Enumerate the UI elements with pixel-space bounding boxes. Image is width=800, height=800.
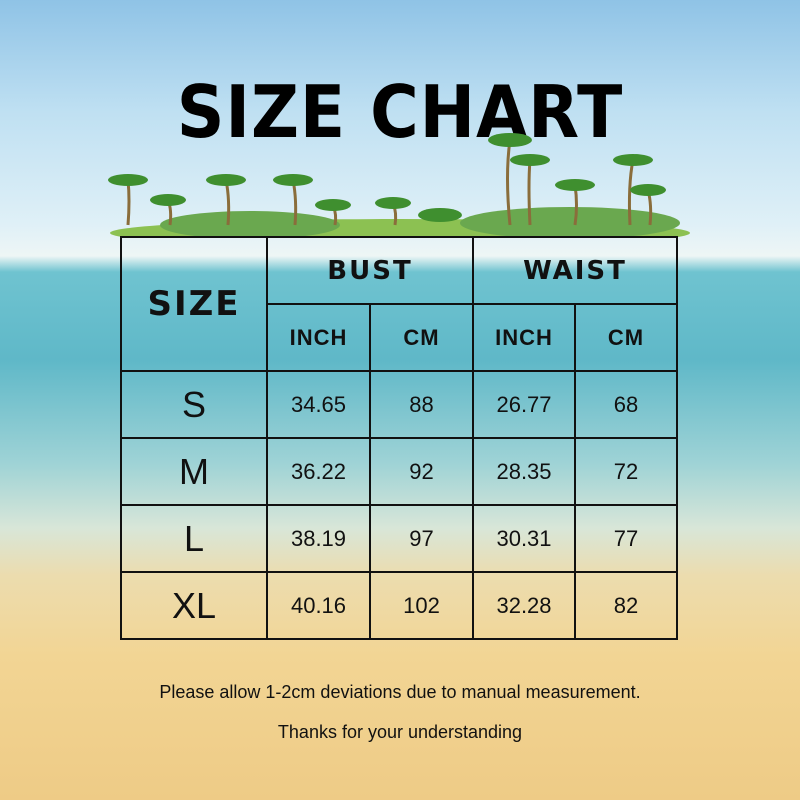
table-row: S 34.65 88 26.77 68 bbox=[120, 370, 678, 439]
size-header: SIZE bbox=[120, 236, 268, 372]
bust-cm: 88 bbox=[369, 370, 474, 439]
size-chart-table: SIZE BUST WAIST INCH CM INCH CM S 34.65 … bbox=[120, 236, 678, 640]
bust-inch: 34.65 bbox=[266, 370, 371, 439]
waist-cm: 72 bbox=[574, 437, 678, 506]
bust-header: BUST bbox=[266, 236, 474, 305]
size-label: L bbox=[120, 504, 268, 573]
waist-inch: 26.77 bbox=[472, 370, 576, 439]
waist-cm: 68 bbox=[574, 370, 678, 439]
thanks-note: Thanks for your understanding bbox=[277, 722, 523, 742]
bust-cm: 102 bbox=[369, 571, 474, 640]
size-label: M bbox=[120, 437, 268, 506]
waist-inch: 32.28 bbox=[472, 571, 576, 640]
table-row: XL 40.16 102 32.28 82 bbox=[120, 571, 678, 640]
size-label: XL bbox=[120, 571, 268, 640]
bust-inch: 40.16 bbox=[266, 571, 371, 640]
waist-cm: 82 bbox=[574, 571, 678, 640]
waist-inch: 28.35 bbox=[472, 437, 576, 506]
header-row: SIZE BUST WAIST bbox=[120, 236, 678, 372]
palm-tree-island-illustration bbox=[108, 133, 690, 237]
unit-row: INCH CM INCH CM bbox=[121, 303, 678, 372]
page-title: SIZE CHART bbox=[176, 70, 624, 154]
unit-header: CM bbox=[369, 303, 474, 372]
unit-header: INCH bbox=[472, 303, 576, 372]
bust-inch: 38.19 bbox=[266, 504, 371, 573]
bust-inch: 36.22 bbox=[266, 437, 371, 506]
table-row: L 38.19 97 30.31 77 bbox=[120, 504, 678, 573]
size-label: S bbox=[120, 370, 268, 439]
bust-cm: 97 bbox=[369, 504, 474, 573]
deviation-note: Please allow 1-2cm deviations due to man… bbox=[159, 682, 641, 702]
bust-cm: 92 bbox=[369, 437, 474, 506]
unit-header: INCH bbox=[266, 303, 371, 372]
waist-inch: 30.31 bbox=[472, 504, 576, 573]
waist-header: WAIST bbox=[472, 236, 678, 305]
unit-header: CM bbox=[574, 303, 678, 372]
table-row: M 36.22 92 28.35 72 bbox=[120, 437, 678, 506]
waist-cm: 77 bbox=[574, 504, 678, 573]
